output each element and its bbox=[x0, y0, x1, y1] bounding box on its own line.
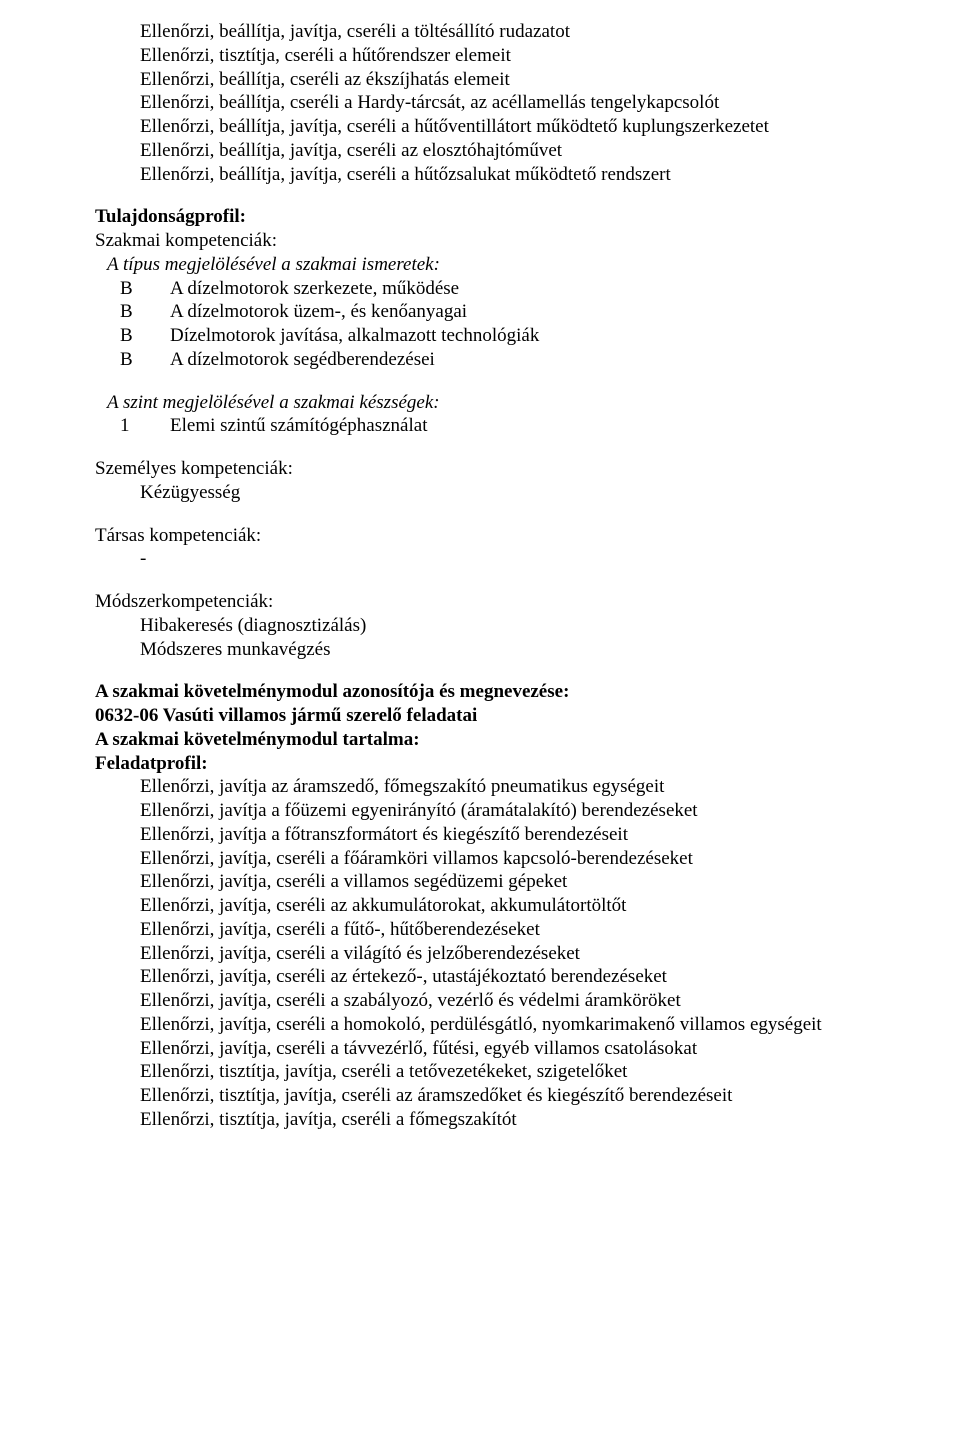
text-line: Ellenőrzi, javítja az áramszedő, főmegsz… bbox=[140, 775, 865, 799]
text-line: Ellenőrzi, beállítja, javítja, cseréli a… bbox=[140, 163, 865, 187]
module-name: Vasúti villamos jármű szerelő feladatai bbox=[158, 705, 477, 726]
text-line: Kézügyesség bbox=[140, 481, 865, 505]
list-item: B A dízelmotorok szerkezete, működése bbox=[95, 277, 865, 301]
sub-heading: Személyes kompetenciák: bbox=[95, 457, 865, 481]
text-line: Ellenőrzi, javítja a főüzemi egyenirányí… bbox=[140, 799, 865, 823]
list-marker: B bbox=[95, 348, 170, 372]
dash-placeholder: - bbox=[95, 547, 865, 571]
text-line: Ellenőrzi, beállítja, javítja, cseréli a… bbox=[140, 139, 865, 163]
sub-heading: Társas kompetenciák: bbox=[95, 524, 865, 548]
task-list-block-2: Ellenőrzi, javítja az áramszedő, főmegsz… bbox=[95, 775, 865, 1131]
list-text: A dízelmotorok üzem-, és kenőanyagai bbox=[170, 300, 865, 324]
sub-heading: Módszerkompetenciák: bbox=[95, 590, 865, 614]
text-line: Ellenőrzi, javítja, cseréli a szabályozó… bbox=[140, 989, 865, 1013]
list-text: A dízelmotorok szerkezete, működése bbox=[170, 277, 865, 301]
list-intro: A típus megjelölésével a szakmai ismeret… bbox=[95, 253, 865, 277]
text-line: Ellenőrzi, javítja, cseréli az értekező-… bbox=[140, 965, 865, 989]
text-line: Ellenőrzi, tisztítja, javítja, cseréli a… bbox=[140, 1060, 865, 1084]
text-line: Ellenőrzi, beállítja, cseréli a Hardy-tá… bbox=[140, 91, 865, 115]
list-intro: A szint megjelölésével a szakmai készség… bbox=[95, 391, 865, 415]
list-text: Dízelmotorok javítása, alkalmazott techn… bbox=[170, 324, 865, 348]
text-line: Módszeres munkavégzés bbox=[140, 638, 865, 662]
text-line: Ellenőrzi, beállítja, cseréli az ékszíjh… bbox=[140, 68, 865, 92]
module-code: 0632-06 bbox=[95, 705, 158, 726]
text-line: Ellenőrzi, javítja, cseréli a homokoló, … bbox=[140, 1013, 865, 1037]
list-item: B A dízelmotorok üzem-, és kenőanyagai bbox=[95, 300, 865, 324]
list-item: B Dízelmotorok javítása, alkalmazott tec… bbox=[95, 324, 865, 348]
text-line: Ellenőrzi, javítja, cseréli a távvezérlő… bbox=[140, 1037, 865, 1061]
text-line: Hibakeresés (diagnosztizálás) bbox=[140, 614, 865, 638]
text-line: Ellenőrzi, javítja a főtranszformátort é… bbox=[140, 823, 865, 847]
personal-competencies: Személyes kompetenciák: Kézügyesség bbox=[95, 457, 865, 505]
module-section: A szakmai követelménymodul azonosítója é… bbox=[95, 680, 865, 775]
text-line: Ellenőrzi, beállítja, javítja, cseréli a… bbox=[140, 20, 865, 44]
text-line: Ellenőrzi, javítja, cseréli a villamos s… bbox=[140, 870, 865, 894]
section-heading: Feladatprofil: bbox=[95, 752, 865, 776]
property-profile-section: Tulajdonságprofil: Szakmai kompetenciák:… bbox=[95, 205, 865, 438]
section-heading: A szakmai követelménymodul azonosítója é… bbox=[95, 680, 865, 704]
section-heading: Tulajdonságprofil: bbox=[95, 205, 865, 229]
text-line: Ellenőrzi, javítja, cseréli a világító é… bbox=[140, 942, 865, 966]
social-competencies: Társas kompetenciák: - bbox=[95, 524, 865, 572]
text-line: Ellenőrzi, javítja, cseréli a főáramköri… bbox=[140, 847, 865, 871]
section-heading: A szakmai követelménymodul tartalma: bbox=[95, 728, 865, 752]
list-marker: B bbox=[95, 324, 170, 348]
list-marker: 1 bbox=[95, 414, 170, 438]
text-line: Ellenőrzi, tisztítja, javítja, cseréli a… bbox=[140, 1084, 865, 1108]
list-item: 1 Elemi szintű számítógéphasználat bbox=[95, 414, 865, 438]
list-item: B A dízelmotorok segédberendezései bbox=[95, 348, 865, 372]
sub-heading: Szakmai kompetenciák: bbox=[95, 229, 865, 253]
list-text: Elemi szintű számítógéphasználat bbox=[170, 414, 865, 438]
task-list-block-1: Ellenőrzi, beállítja, javítja, cseréli a… bbox=[95, 20, 865, 186]
text-line: Ellenőrzi, tisztítja, javítja, cseréli a… bbox=[140, 1108, 865, 1132]
document-page: Ellenőrzi, beállítja, javítja, cseréli a… bbox=[0, 0, 960, 1212]
module-code-line: 0632-06 Vasúti villamos jármű szerelő fe… bbox=[95, 704, 865, 728]
text-line: Ellenőrzi, beállítja, javítja, cseréli a… bbox=[140, 115, 865, 139]
text-line: Ellenőrzi, javítja, cseréli a fűtő-, hűt… bbox=[140, 918, 865, 942]
list-marker: B bbox=[95, 300, 170, 324]
list-text: A dízelmotorok segédberendezései bbox=[170, 348, 865, 372]
text-line: Ellenőrzi, javítja, cseréli az akkumulát… bbox=[140, 894, 865, 918]
method-competencies: Módszerkompetenciák: Hibakeresés (diagno… bbox=[95, 590, 865, 661]
list-marker: B bbox=[95, 277, 170, 301]
text-line: Ellenőrzi, tisztítja, cseréli a hűtőrend… bbox=[140, 44, 865, 68]
